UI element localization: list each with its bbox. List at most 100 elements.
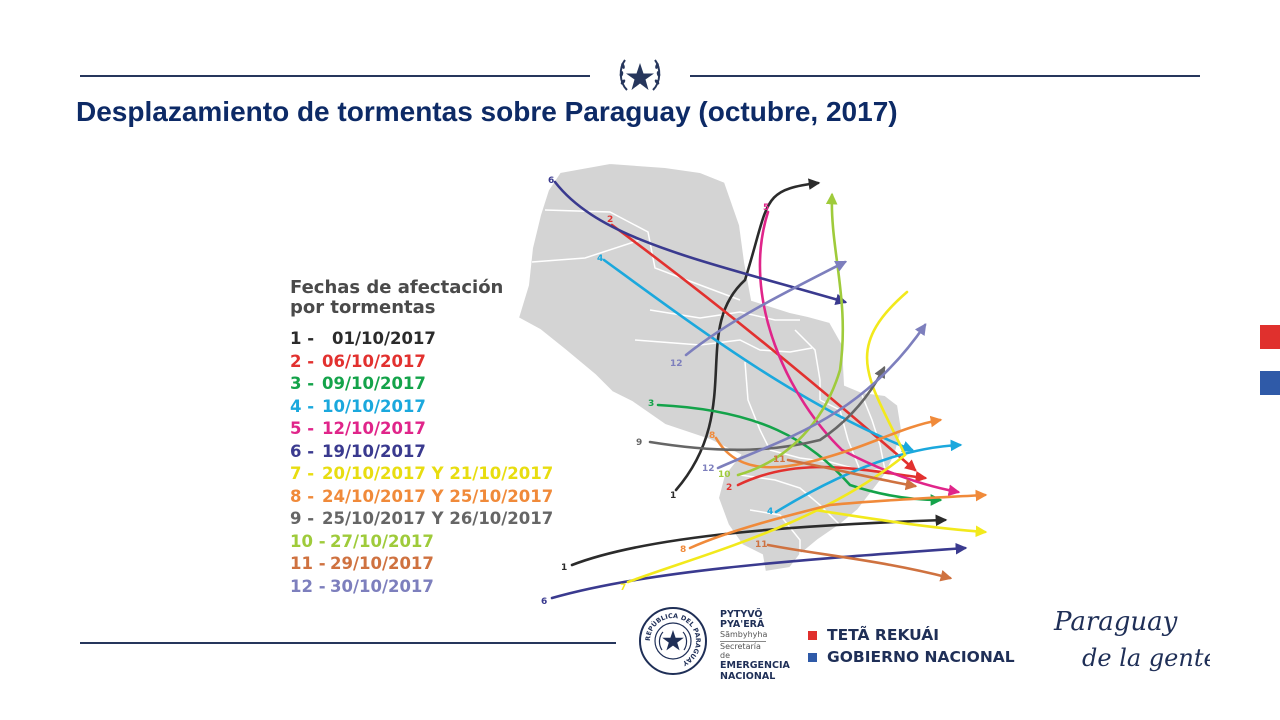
storm-dates-legend: Fechas de afectación por tormentas 1 - 01… bbox=[290, 278, 553, 598]
legend-item-3: 3 - 09/10/2017 bbox=[290, 373, 553, 396]
track-label-12a: 12 bbox=[670, 359, 683, 369]
legend-num: 1 - bbox=[290, 329, 315, 348]
track-label-3: 3 bbox=[648, 399, 654, 409]
legend-item-8: 8 - 24/10/2017 Y 25/10/2017 bbox=[290, 486, 553, 509]
legend-item-4: 4 - 10/10/2017 bbox=[290, 396, 553, 419]
storm-track-12a bbox=[684, 260, 848, 357]
slide-title: Desplazamiento de tormentas sobre Paragu… bbox=[76, 96, 898, 127]
sen-line6: NACIONAL bbox=[720, 671, 776, 682]
track-label-7: 7 bbox=[620, 583, 626, 593]
storm-track-3 bbox=[656, 403, 943, 506]
department-boundaries bbox=[531, 209, 886, 555]
paraguay-map-shape bbox=[516, 161, 904, 574]
sen-line2: PYA'ERÃ bbox=[720, 619, 765, 630]
gov-row-2: GOBIERNO NACIONAL bbox=[808, 646, 1015, 668]
storm-track-12b bbox=[716, 323, 927, 470]
track-label-6b: 6 bbox=[541, 597, 547, 607]
blue-square-icon bbox=[808, 652, 817, 662]
legend-num: 4 - bbox=[290, 396, 315, 416]
track-label-12b: 12 bbox=[702, 464, 715, 474]
legend-date: 09/10/2017 bbox=[322, 374, 426, 393]
storm-track-6a bbox=[553, 180, 848, 306]
legend-item-2: 2 - 06/10/2017 bbox=[290, 351, 553, 374]
legend-item-7: 7 - 20/10/2017 Y 21/10/2017 bbox=[290, 463, 553, 486]
storm-track-1a bbox=[674, 178, 821, 492]
legend-item-6: 6 - 19/10/2017 bbox=[290, 441, 553, 464]
legend-date: 19/10/2017 bbox=[322, 441, 426, 461]
national-emblem-icon bbox=[619, 59, 661, 91]
legend-date: 30/10/2017 bbox=[330, 576, 434, 596]
storm-track-9 bbox=[648, 365, 886, 452]
legend-title-line2: por tormentas bbox=[290, 297, 436, 318]
legend-date: 27/10/2017 bbox=[330, 531, 434, 551]
legend-date: 06/10/2017 bbox=[322, 351, 426, 371]
legend-date: 29/10/2017 bbox=[330, 554, 434, 573]
legend-date: 24/10/2017 Y 25/10/2017 bbox=[322, 486, 554, 506]
track-label-4a: 4 bbox=[597, 254, 603, 264]
storm-track-4b bbox=[774, 439, 963, 514]
legend-item-12: 12 -30/10/2017 bbox=[290, 576, 553, 599]
legend-num: 6 - bbox=[290, 441, 315, 461]
storm-track-10 bbox=[736, 192, 845, 477]
track-label-1a: 1 bbox=[670, 491, 676, 501]
storm-track-11b bbox=[766, 543, 953, 582]
legend-num: 12 - bbox=[290, 576, 326, 596]
red-square-icon bbox=[808, 630, 817, 640]
track-label-5: 5 bbox=[763, 203, 769, 213]
track-label-1b: 1 bbox=[561, 563, 567, 573]
brand-line1: Paraguay bbox=[1053, 607, 1178, 637]
legend-item-1: 1 - 01/10/2017 bbox=[290, 328, 553, 351]
legend-item-10: 10 -27/10/2017 bbox=[290, 531, 553, 554]
track-label-8b: 8 bbox=[709, 431, 715, 441]
top-divider-right bbox=[690, 75, 1200, 77]
brand-line2: de la gente bbox=[1082, 644, 1210, 672]
sen-line1: PYTYVÕ bbox=[720, 609, 763, 620]
storm-track-8b bbox=[714, 415, 943, 469]
track-label-4b: 4 bbox=[767, 507, 773, 517]
legend-num: 10 - bbox=[290, 531, 326, 551]
storm-track-labels: 1 1 2 2 3 4 4 5 6 6 7 8 8 9 10 11 11 12 … bbox=[541, 176, 786, 607]
gov-line1: TETÃ REKUÁI bbox=[827, 626, 940, 644]
sen-line5: EMERGENCIA bbox=[720, 660, 790, 671]
legend-num: 2 - bbox=[290, 351, 315, 371]
legend-date: 10/10/2017 bbox=[322, 396, 426, 416]
sen-line3: Sãmbyhyha bbox=[720, 630, 768, 639]
legend-item-9: 9 - 25/10/2017 Y 26/10/2017 bbox=[290, 508, 553, 531]
storm-track-1b bbox=[570, 514, 948, 567]
legend-date: 20/10/2017 Y 21/10/2017 bbox=[322, 464, 554, 483]
legend-date: 25/10/2017 Y 26/10/2017 bbox=[322, 509, 554, 528]
legend-date: 01/10/2017 bbox=[332, 329, 436, 348]
track-label-8a: 8 bbox=[680, 545, 686, 555]
storm-track-map: 1 1 2 2 3 4 4 5 6 6 7 8 8 9 10 11 11 12 … bbox=[516, 161, 1020, 607]
legend-num: 8 - bbox=[290, 486, 315, 506]
legend-num: 3 - bbox=[290, 374, 315, 393]
legend-item-5: 5 - 12/10/2017 bbox=[290, 418, 553, 441]
top-divider-left bbox=[80, 75, 590, 77]
track-label-2a: 2 bbox=[607, 215, 613, 225]
track-label-11a: 11 bbox=[773, 455, 786, 465]
storm-track-6b bbox=[550, 542, 968, 600]
track-label-10: 10 bbox=[718, 470, 731, 480]
storm-track-11a bbox=[786, 458, 918, 491]
paraguay-de-la-gente-logo: Paraguay de la gente bbox=[1053, 607, 1210, 672]
government-logo: TETÃ REKUÁI GOBIERNO NACIONAL bbox=[808, 624, 1015, 668]
storm-track-7 bbox=[626, 290, 985, 584]
side-accent-red bbox=[1260, 325, 1280, 349]
track-label-6a: 6 bbox=[548, 176, 554, 186]
track-label-9: 9 bbox=[636, 438, 642, 448]
legend-num: 7 - bbox=[290, 464, 315, 483]
side-accent-blue bbox=[1260, 371, 1280, 395]
sen-line4: Secretaría de bbox=[720, 641, 766, 660]
bottom-divider bbox=[80, 642, 616, 644]
republic-seal-icon: REPÚBLICA DEL PARAGUAY bbox=[639, 607, 707, 675]
track-label-2b: 2 bbox=[726, 483, 732, 493]
storm-track-4a bbox=[602, 258, 915, 452]
legend-title-line1: Fechas de afectación bbox=[290, 277, 504, 298]
gov-row-1: TETÃ REKUÁI bbox=[808, 624, 1015, 646]
storm-track-8a bbox=[688, 489, 988, 550]
legend-list: 1 - 01/10/2017 2 - 06/10/2017 3 - 09/10/201… bbox=[290, 328, 553, 598]
storm-tracks bbox=[550, 178, 988, 600]
legend-date: 12/10/2017 bbox=[322, 419, 426, 438]
legend-num: 11 - bbox=[290, 554, 326, 573]
secretaria-logo-text: PYTYVÕ PYA'ERÃ Sãmbyhyha Secretaría de E… bbox=[720, 610, 790, 682]
